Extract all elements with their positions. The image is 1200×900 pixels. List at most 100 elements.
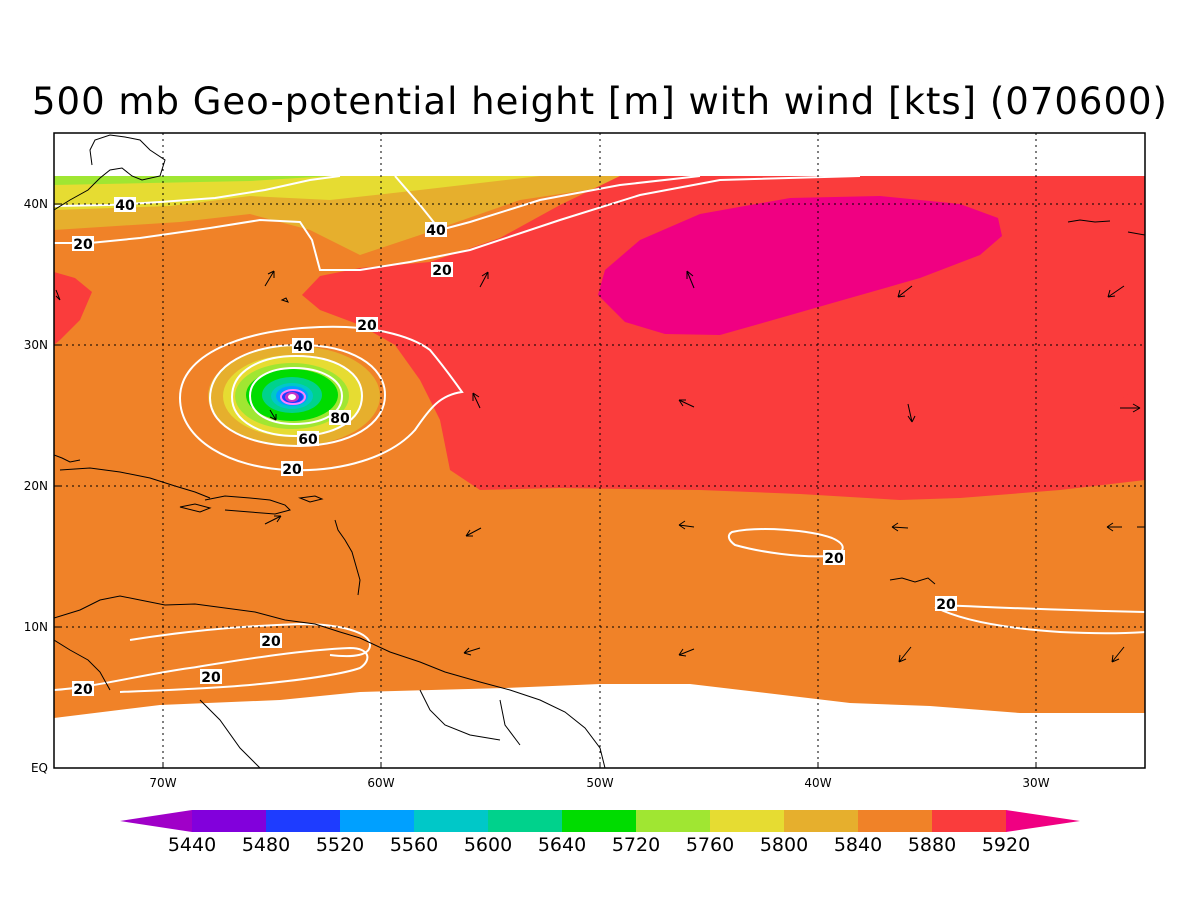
colorbar-label: 5440 (168, 834, 216, 856)
wind-contour-40-hurr (208, 343, 387, 448)
wind-contour-20-nw (54, 175, 861, 271)
contour-label: 20 (72, 681, 94, 698)
contour-labels: 40 20 40 20 20 40 80 60 20 20 20 20 20 2… (72, 197, 957, 698)
land-outlines (54, 134, 1145, 768)
colorbar-swatch (266, 810, 341, 832)
contour-label: 20 (356, 317, 378, 334)
wind-contour-80-hurr (248, 366, 344, 426)
svg-text:20: 20 (261, 634, 281, 650)
svg-text:20: 20 (824, 551, 844, 567)
colorbar-label: 5840 (834, 834, 882, 856)
wind-arrow (1120, 403, 1141, 413)
wind-contour-20-carib-b (129, 622, 372, 658)
colorbar-label: 5720 (612, 834, 660, 856)
svg-text:20: 20 (73, 682, 93, 698)
contour-label: 80 (329, 410, 351, 427)
wind-arrow (264, 515, 282, 525)
svg-text:40: 40 (426, 223, 446, 239)
coast-northeast-us (54, 134, 166, 211)
coast-canaries (1067, 219, 1111, 223)
wind-arrow (479, 271, 489, 288)
svg-text:20: 20 (282, 462, 302, 478)
colorbar-under-triangle (120, 810, 192, 832)
lon-label-60w: 60W (367, 776, 394, 790)
wind-arrow (463, 647, 481, 656)
height-field-5880-west (54, 272, 92, 345)
wind-arrow (269, 409, 277, 421)
coast-cape-verde (889, 577, 936, 585)
height-field-5880-east (1112, 388, 1145, 410)
tick-marks (54, 203, 1037, 769)
coast-africa-edge (1127, 231, 1145, 236)
svg-text:20: 20 (201, 670, 221, 686)
wind-arrow (472, 392, 481, 409)
svg-text:20: 20 (936, 597, 956, 613)
colorbar-swatch (414, 810, 489, 832)
contour-label: 20 (935, 596, 957, 613)
wind-arrow (898, 646, 912, 663)
border-suriname (499, 699, 521, 746)
contour-label: 20 (281, 461, 303, 478)
wind-arrow (55, 289, 61, 301)
svg-text:80: 80 (330, 411, 350, 427)
wind-arrow (678, 520, 695, 530)
border-venezuela (199, 699, 261, 768)
map-plot-area (54, 133, 1145, 768)
coast-lesser-antilles (334, 519, 361, 596)
colorbar-label: 5640 (538, 834, 586, 856)
map-title: 500 mb Geo-potential height [m] with win… (32, 80, 1168, 123)
colorbar-swatch (784, 810, 859, 832)
colorbar-swatch (340, 810, 415, 832)
contour-label: 40 (292, 338, 314, 355)
coast-jamaica (179, 503, 212, 513)
colorbar-label: 5760 (686, 834, 734, 856)
svg-text:40: 40 (293, 339, 313, 355)
colorbar: 5440 5480 5520 5560 5600 5640 5720 5760 5800 5840… (120, 810, 1080, 856)
colorbar-swatch (562, 810, 637, 832)
svg-text:20: 20 (73, 237, 93, 253)
colorbar-label: 5880 (908, 834, 956, 856)
wind-contour-60-hurr (230, 354, 364, 438)
border-guyana (419, 689, 501, 741)
contour-label: 20 (431, 262, 453, 279)
lat-label-30n: 30N (24, 338, 48, 352)
coast-puerto-rico (298, 495, 324, 503)
lon-label-70w: 70W (149, 776, 176, 790)
svg-text:40: 40 (115, 198, 135, 214)
wind-contour-core (280, 389, 306, 405)
wind-arrow (1111, 646, 1125, 663)
wind-arrow (686, 270, 695, 289)
contour-label: 20 (200, 669, 222, 686)
wind-arrow (465, 527, 482, 537)
colorbar-label: 5800 (760, 834, 808, 856)
contour-label: 20 (260, 633, 282, 650)
contour-label: 40 (114, 197, 136, 214)
wind-arrow (1107, 285, 1125, 298)
colorbar-swatch (858, 810, 933, 832)
wind-contour-40-north (54, 175, 341, 207)
height-field-5720 (54, 176, 330, 185)
wind-arrow (1106, 522, 1122, 532)
colorbar-swatch (488, 810, 563, 832)
colorbar-label: 5480 (242, 834, 290, 856)
lon-label-50w: 50W (586, 776, 613, 790)
colorbar-swatch (636, 810, 711, 832)
colorbar-swatch (710, 810, 785, 832)
lat-label-eq: EQ (31, 761, 48, 775)
contour-label: 20 (823, 550, 845, 567)
coast-hispaniola (204, 495, 291, 515)
graticule (54, 133, 1145, 768)
colorbar-over-triangle (1006, 810, 1080, 832)
coast-central-america (54, 639, 111, 691)
coast-south-america (54, 595, 606, 768)
coast-florida-keys (54, 454, 81, 463)
svg-text:20: 20 (432, 263, 452, 279)
colorbar-swatch (932, 810, 1007, 832)
wind-contour-20-hurr (178, 325, 464, 472)
hurricane-eye (288, 394, 296, 400)
wind-arrow (264, 270, 275, 287)
wind-arrow (678, 399, 695, 408)
colorbar-label: 5920 (982, 834, 1030, 856)
coast-cuba (59, 467, 211, 499)
